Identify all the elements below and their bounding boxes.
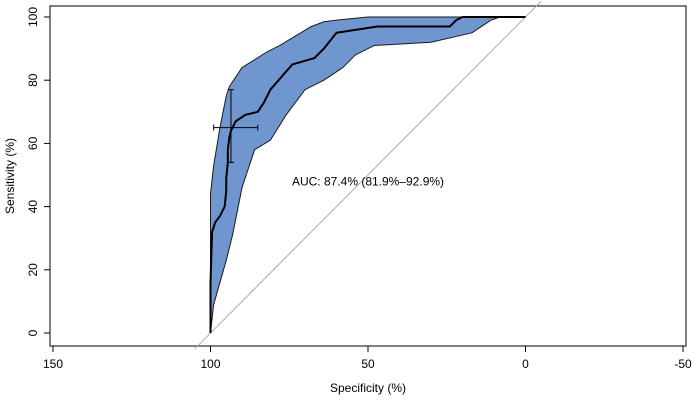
y-tick-label: 60 bbox=[26, 136, 40, 150]
confidence-band-layer bbox=[210, 16, 526, 334]
y-tick-label: 100 bbox=[26, 7, 40, 27]
x-tick-label: -50 bbox=[674, 357, 692, 371]
roc-curve bbox=[209, 16, 526, 333]
x-tick-label: 50 bbox=[361, 357, 375, 371]
y-tick-label: 40 bbox=[26, 200, 40, 214]
x-tick-label: 100 bbox=[200, 357, 220, 371]
x-tick-label: 150 bbox=[43, 357, 63, 371]
axes-layer: 150 100 50 0 -50 0 20 40 60 80 100 bbox=[26, 7, 692, 371]
x-tick-label: 0 bbox=[522, 357, 529, 371]
auc-annotation: AUC: 87.4% (81.9%–92.9%) bbox=[292, 174, 444, 188]
y-tick-label: 80 bbox=[26, 73, 40, 87]
y-axis-title: Sensitivity (%) bbox=[3, 138, 17, 214]
x-axis-title: Specificity (%) bbox=[330, 381, 406, 395]
y-tick-label: 0 bbox=[26, 329, 40, 336]
roc-curve-layer bbox=[209, 16, 526, 333]
reference-diagonal-line bbox=[194, 0, 542, 350]
threshold-point-layer bbox=[213, 89, 259, 163]
confidence-band bbox=[210, 16, 526, 334]
reference-line-layer bbox=[194, 0, 542, 350]
y-tick-label: 20 bbox=[26, 263, 40, 277]
